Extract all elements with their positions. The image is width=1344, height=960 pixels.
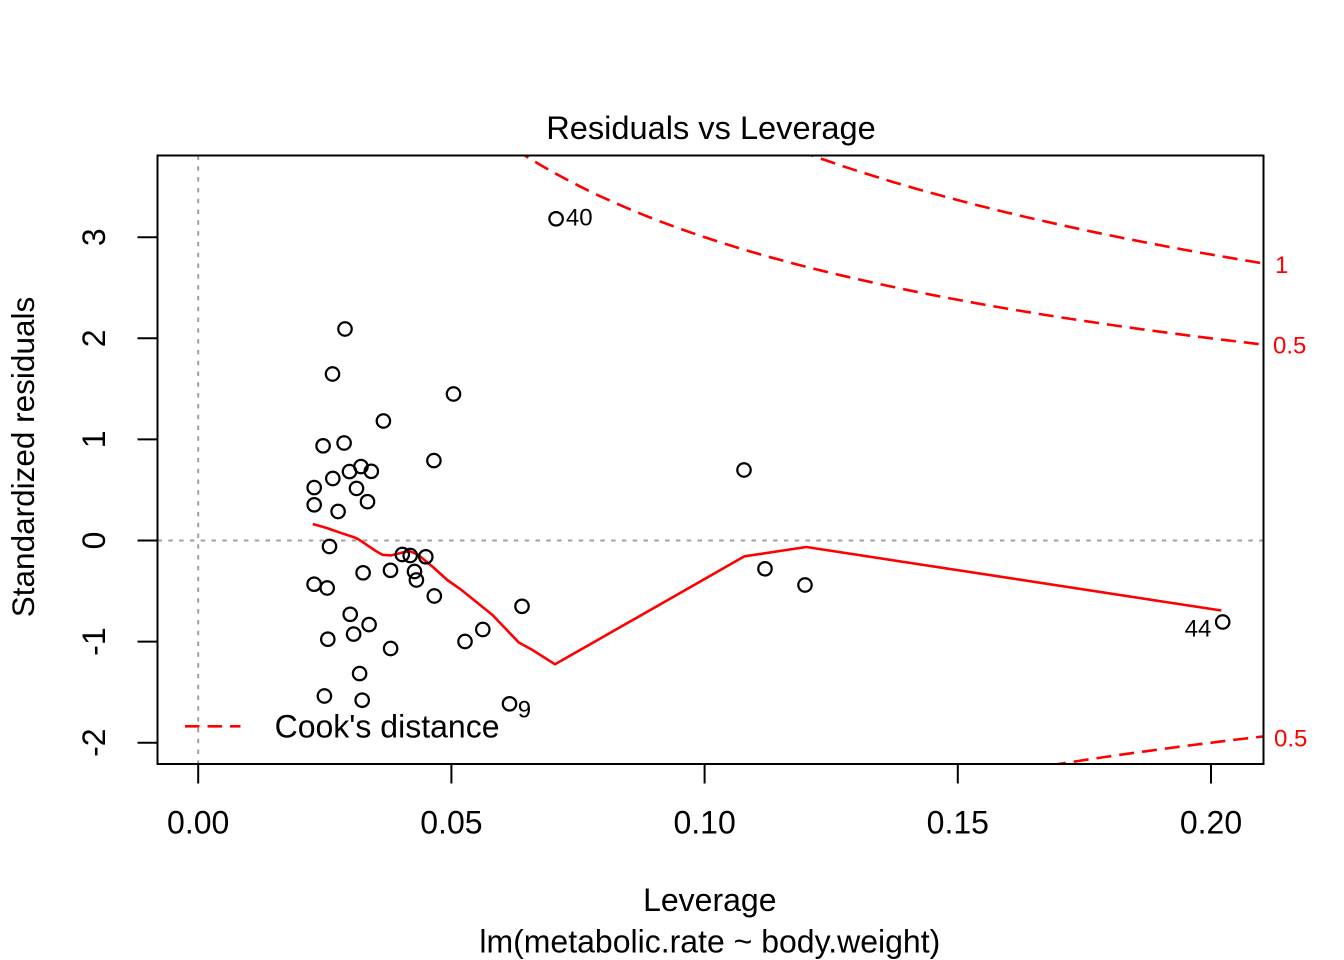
svg-text:1: 1 — [76, 431, 112, 449]
svg-text:-2: -2 — [76, 728, 112, 756]
svg-text:0.20: 0.20 — [1180, 805, 1242, 841]
svg-text:lm(metabolic.rate ~ body.weigh: lm(metabolic.rate ~ body.weight) — [479, 924, 940, 960]
svg-text:0.10: 0.10 — [673, 805, 735, 841]
svg-text:0: 0 — [76, 532, 112, 550]
svg-text:0.5: 0.5 — [1273, 333, 1306, 360]
svg-text:2: 2 — [76, 329, 112, 347]
svg-text:9: 9 — [518, 697, 531, 724]
svg-text:3: 3 — [76, 228, 112, 246]
svg-text:-1: -1 — [76, 627, 112, 655]
svg-text:0.05: 0.05 — [420, 805, 482, 841]
svg-text:Cook's distance: Cook's distance — [275, 709, 500, 745]
svg-text:0.00: 0.00 — [167, 805, 229, 841]
svg-text:44: 44 — [1185, 615, 1212, 642]
svg-text:Standardized residuals: Standardized residuals — [5, 297, 41, 617]
svg-text:Leverage: Leverage — [643, 882, 776, 918]
svg-text:40: 40 — [566, 204, 593, 231]
svg-text:0.5: 0.5 — [1274, 726, 1307, 753]
svg-text:Residuals vs Leverage: Residuals vs Leverage — [546, 109, 876, 146]
svg-text:1: 1 — [1275, 252, 1288, 279]
svg-text:0.15: 0.15 — [927, 805, 989, 841]
